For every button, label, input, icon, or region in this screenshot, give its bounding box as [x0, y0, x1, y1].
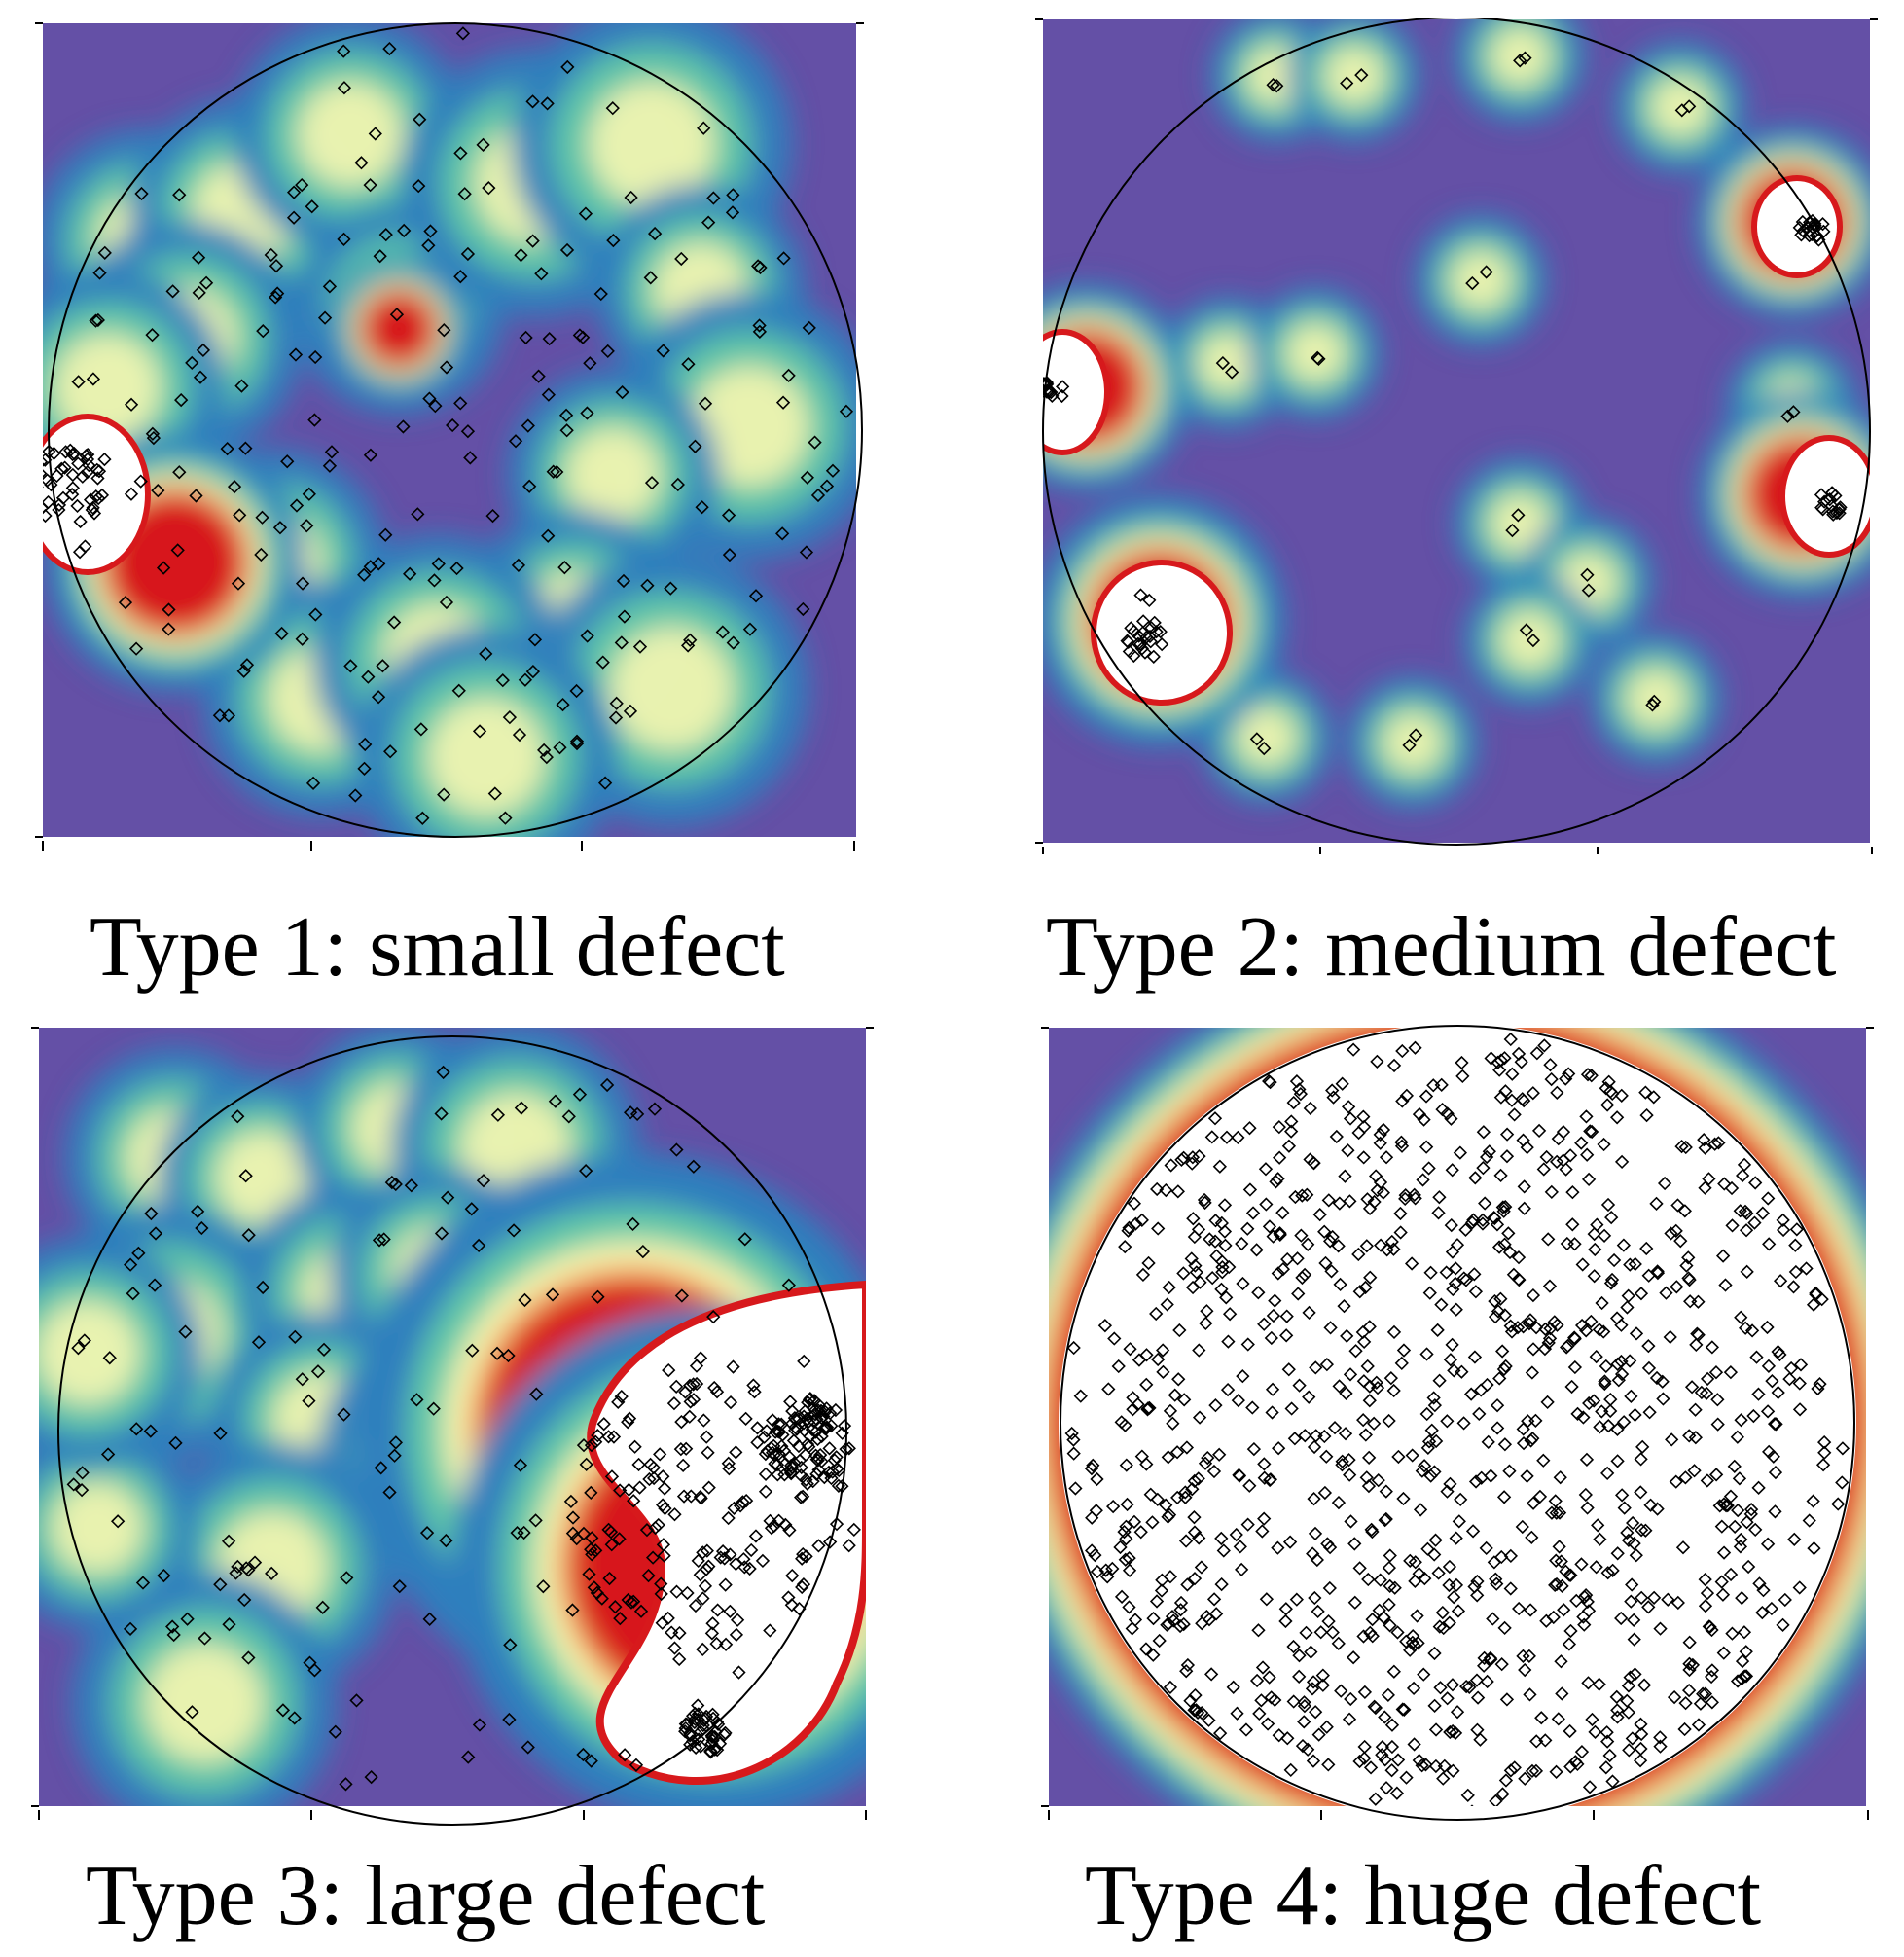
wafer-heatmap-type-4 — [1041, 1025, 1874, 1821]
plot-axes — [35, 22, 864, 851]
plot-axes — [31, 1027, 874, 1820]
panel-type-4 — [1039, 1022, 1886, 1859]
caption-type-2: Type 2: medium defect — [1046, 900, 1837, 995]
wafer-heatmap-type-2 — [1035, 18, 1878, 854]
wafer-outline — [1060, 1025, 1855, 1821]
panel-type-2 — [1033, 18, 1889, 854]
saturated-region — [587, 1280, 866, 1786]
plot-axes — [1035, 18, 1878, 854]
panel-type-1 — [29, 18, 866, 854]
wafer-heatmap-type-3 — [31, 1027, 874, 1826]
wafer-outline — [48, 22, 863, 838]
caption-type-1: Type 1: small defect — [90, 900, 785, 995]
wafer-outline — [1042, 18, 1871, 846]
defect-markers — [43, 26, 854, 825]
wafer-heatmap-type-1 — [35, 22, 864, 851]
saturated-region — [1059, 1028, 1856, 1806]
caption-type-4: Type 4: huge defect — [1085, 1849, 1762, 1943]
defect-markers — [66, 1065, 861, 1792]
plot-axes — [1041, 1027, 1874, 1820]
caption-type-3: Type 3: large defect — [86, 1849, 766, 1943]
defect-markers — [1064, 1032, 1850, 1806]
wafer-outline — [57, 1035, 847, 1826]
panel-type-3 — [29, 1022, 885, 1859]
